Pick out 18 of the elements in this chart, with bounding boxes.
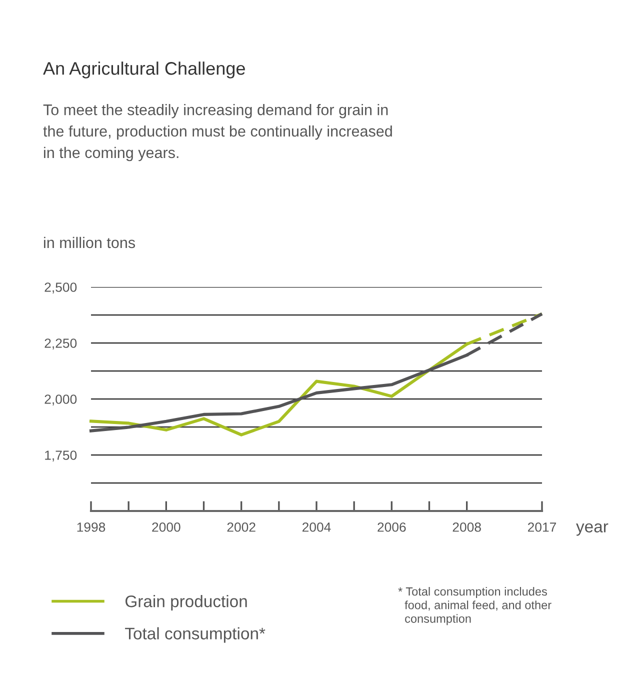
y-tick-label: 2,250 bbox=[44, 338, 77, 350]
y-axis-title: in million tons bbox=[44, 236, 136, 248]
x-tick-label: 2000 bbox=[152, 522, 180, 532]
x-tick-label: 2017 bbox=[528, 522, 556, 532]
x-tick-label: 2006 bbox=[378, 522, 406, 532]
chart-title: An Agricultural Challenge bbox=[43, 62, 245, 78]
x-tick-label: 1998 bbox=[77, 522, 106, 532]
y-tick-label: 2,500 bbox=[44, 282, 77, 294]
x-tick-label: 2008 bbox=[452, 522, 481, 532]
y-tick-label: 2,000 bbox=[44, 394, 77, 406]
y-tick-label: 1,750 bbox=[45, 450, 77, 462]
text: * Total consumption includes food, animal feed, and other consumption bbox=[398, 587, 552, 626]
x-tick-label: 2004 bbox=[302, 522, 331, 532]
legend-label: Grain production bbox=[126, 595, 247, 611]
x-tick-label: 2002 bbox=[227, 522, 256, 532]
x-axis-title: year bbox=[576, 523, 608, 536]
chart-subtitle: To meet the steadily increasing demand for grain in the future, production must be continually increased in the coming years. bbox=[43, 104, 392, 162]
legend-label: Total consumption* bbox=[125, 627, 266, 643]
